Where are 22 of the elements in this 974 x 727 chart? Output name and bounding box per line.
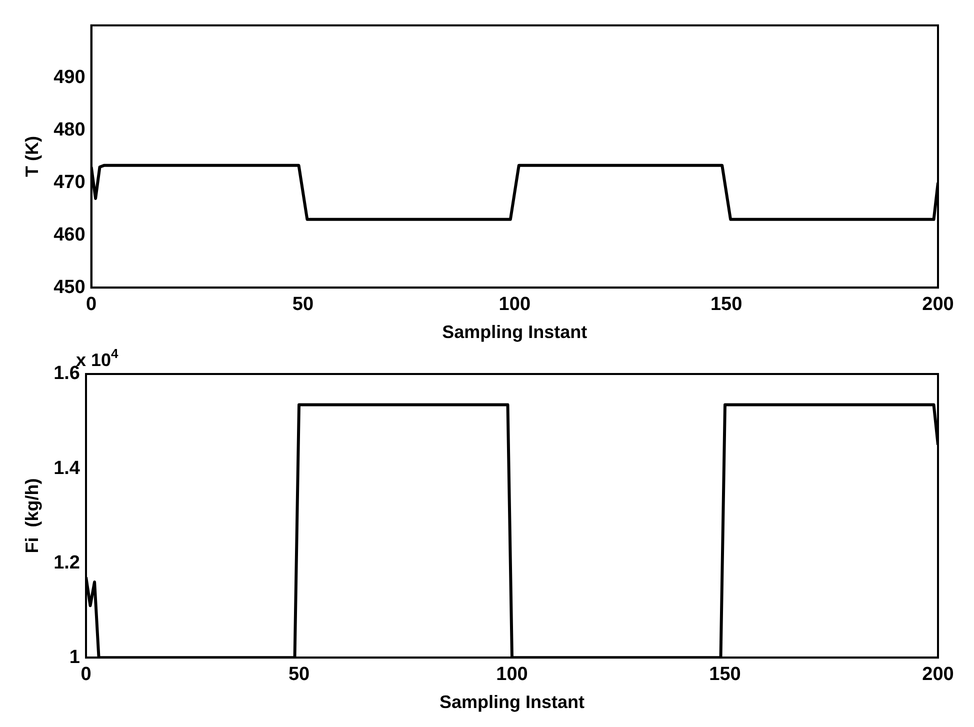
y-tick-label: 470 (54, 172, 86, 193)
x-tick-label: 0 (80, 664, 92, 686)
x-tick-label: 0 (86, 294, 97, 316)
y-tick-label: 1.2 (54, 552, 80, 574)
x-tick-label: 50 (292, 294, 314, 316)
y-axis-title: Fi (kg/h) (22, 478, 42, 554)
x-axis-title: Sampling Instant (440, 692, 585, 712)
x-tick-label: 200 (922, 294, 954, 316)
x-axis-title: Sampling Instant (442, 322, 588, 342)
x-tick-label: 200 (922, 664, 954, 686)
y-tick-label: 1.4 (54, 458, 80, 479)
y-tick-label: 450 (54, 276, 86, 298)
y-axis-title: T (K) (22, 136, 42, 177)
y-tick-label: 460 (54, 224, 86, 246)
x-tick-label: 150 (710, 294, 742, 316)
y-tick-label: 490 (54, 67, 86, 88)
y-tick-label: 480 (54, 120, 86, 141)
y-tick-label: 1 (69, 646, 80, 668)
x-tick-label: 50 (288, 664, 310, 686)
x-tick-label: 150 (709, 664, 741, 686)
x-tick-label: 100 (498, 294, 530, 316)
x-tick-label: 100 (496, 664, 528, 686)
